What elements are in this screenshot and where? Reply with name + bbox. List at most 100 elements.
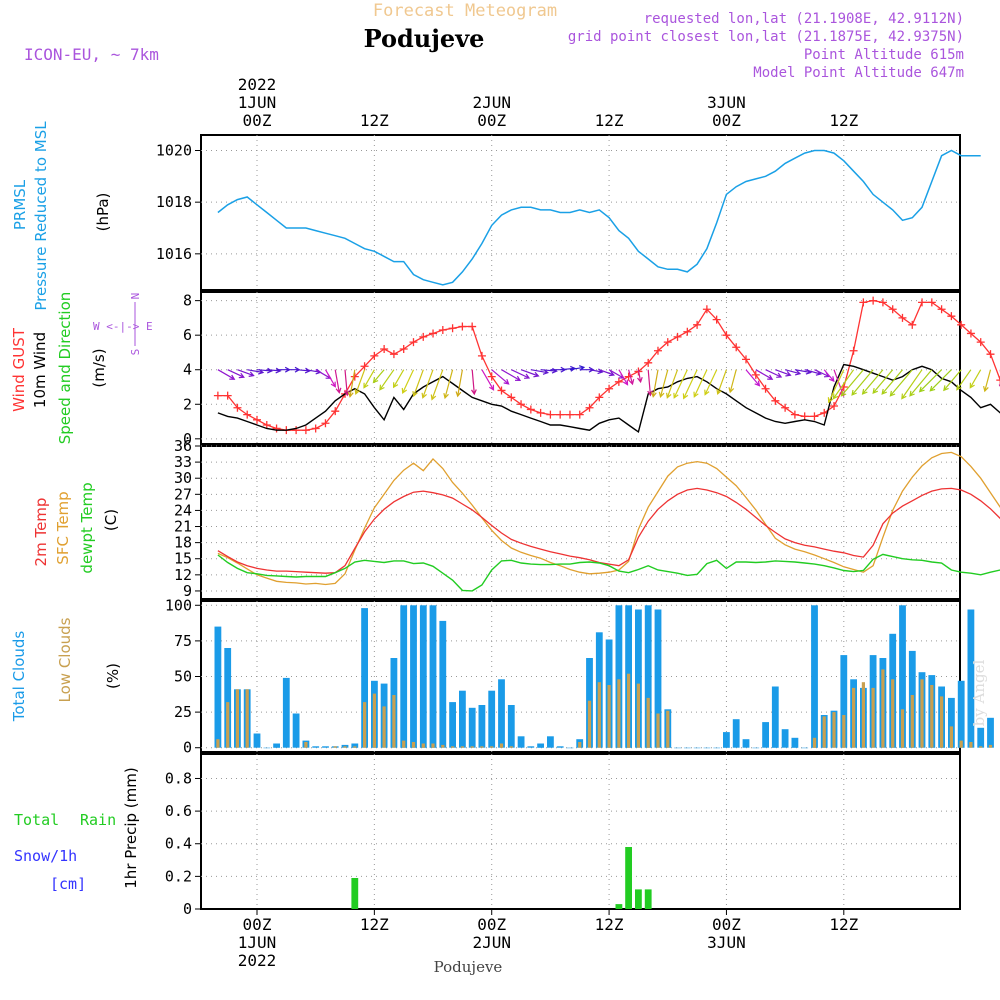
wind-arrow	[471, 369, 477, 396]
gust-marker	[771, 396, 780, 405]
wind-arrow	[511, 369, 531, 379]
gust-marker	[673, 332, 682, 341]
temp-unit: (C)	[102, 509, 120, 531]
bottom-axis-label: 00Z	[477, 915, 506, 934]
wind-arrow	[421, 369, 434, 399]
gust-marker	[878, 298, 887, 307]
temperature-labels: 2m Temp SFC Temp dewpt Temp (C)	[32, 482, 120, 573]
gust-marker	[732, 343, 741, 352]
gust-marker	[947, 312, 956, 321]
gust-marker	[918, 298, 927, 307]
low-cloud-bar	[402, 740, 406, 748]
wind-arrow	[728, 369, 737, 394]
wind-arrow	[372, 369, 385, 384]
wind-arrow	[775, 369, 792, 377]
low-cloud-bar	[969, 742, 973, 748]
compass-north: N	[129, 293, 142, 300]
total-cloud-bar	[723, 732, 730, 748]
low-cloud-bar	[343, 746, 347, 748]
total-cloud-bar	[214, 626, 222, 748]
top-axis-label: 2022	[238, 75, 277, 94]
wind-frame	[200, 291, 961, 445]
low-cloud-bar	[861, 682, 865, 748]
total-cloud-bar	[967, 609, 975, 748]
temp-frame	[200, 445, 961, 600]
low-cloud-bar	[333, 746, 337, 748]
gust-marker	[927, 298, 936, 307]
gust-marker	[546, 410, 555, 419]
location-title: Podujeve	[364, 24, 485, 53]
low-cloud-bar	[930, 685, 934, 748]
gust-marker	[702, 305, 711, 314]
low-cloud-bar	[832, 712, 836, 748]
temp-ytick-label: 15	[174, 550, 192, 568]
wind-ytick-label: 8	[183, 292, 192, 310]
gust-marker	[262, 421, 271, 429]
low-cloud-bar	[578, 742, 582, 748]
total-cloud-bar	[439, 620, 447, 748]
low-cloud-bar	[636, 683, 640, 748]
gust-marker	[301, 426, 310, 435]
wind-direction-label: Speed and Direction	[56, 292, 74, 445]
total-cloud-bar	[977, 727, 985, 748]
wind-arrow	[889, 369, 913, 397]
pressure-frame	[200, 134, 961, 291]
total-cloud-bar	[654, 609, 662, 748]
rain-bar	[644, 889, 652, 909]
total-cloud-bar	[292, 713, 300, 748]
temp-ytick-label: 30	[174, 469, 192, 487]
temp2m-line	[217, 487, 1000, 574]
clouds-ytick-label: 50	[174, 668, 192, 686]
low-cloud-bar	[852, 687, 856, 748]
total-cloud-bar	[791, 737, 799, 748]
gust-marker	[937, 305, 946, 314]
gust-marker	[389, 350, 398, 359]
gust-marker	[585, 403, 594, 412]
wind-arrow	[412, 369, 424, 398]
precip-unit: 1hr Precip (mm)	[122, 767, 140, 888]
gust-label: Wind GUST	[10, 327, 28, 412]
top-axis-label: 2JUN	[472, 93, 511, 112]
temp-ytick-label: 36	[174, 437, 192, 455]
wind10m-line	[217, 363, 1000, 434]
low-cloud-bar	[363, 702, 367, 748]
wind-panel: 0 2 4 6 8	[183, 291, 1000, 448]
wind-arrow	[983, 369, 992, 393]
bottom-axis-label: 1JUN	[238, 933, 277, 952]
total-cloud-bar	[410, 605, 417, 748]
model-altitude: Model Point Altitude 647m	[753, 65, 964, 81]
low-cloud-bar	[421, 743, 425, 748]
gust-marker	[751, 370, 760, 379]
pressure-line	[217, 149, 981, 286]
wind-arrow	[840, 369, 864, 397]
model-label: ICON-EU, ~ 7km	[24, 45, 159, 64]
low-cloud-bar	[353, 746, 357, 748]
wind-ytick-label: 4	[183, 361, 192, 379]
temp-ytick-label: 9	[183, 582, 192, 600]
low-cloud-bar	[949, 726, 953, 748]
wind-arrow	[217, 369, 236, 380]
gust-marker	[790, 410, 799, 419]
wind-arrow	[491, 369, 510, 385]
pressure-labels: PRMSL Pressure Reduced to MSL (hPa)	[11, 121, 112, 311]
low-cloud-bar	[871, 687, 875, 748]
wind-ytick-label: 2	[183, 395, 192, 413]
gust-marker	[448, 324, 457, 333]
gust-marker	[311, 424, 320, 433]
gust-marker	[653, 346, 662, 355]
temp2m-label: 2m Temp	[32, 498, 50, 567]
total-cloud-bar	[713, 747, 721, 749]
wind-arrow	[618, 369, 629, 386]
total-cloud-bar	[527, 746, 535, 748]
compass-icon: N S W <-|-> E	[93, 293, 153, 356]
total-cloud-bar	[507, 705, 515, 748]
gust-marker	[409, 338, 418, 347]
pressure-label-1: PRMSL	[11, 179, 29, 230]
dewpt-line	[217, 553, 1000, 592]
compass-south: S	[129, 349, 142, 356]
gust-marker	[722, 331, 731, 340]
gust-marker	[957, 320, 966, 329]
bottom-axis-label: 12Z	[829, 915, 858, 934]
total-cloud-bar	[732, 719, 740, 748]
total-cloud-bar	[273, 743, 280, 748]
